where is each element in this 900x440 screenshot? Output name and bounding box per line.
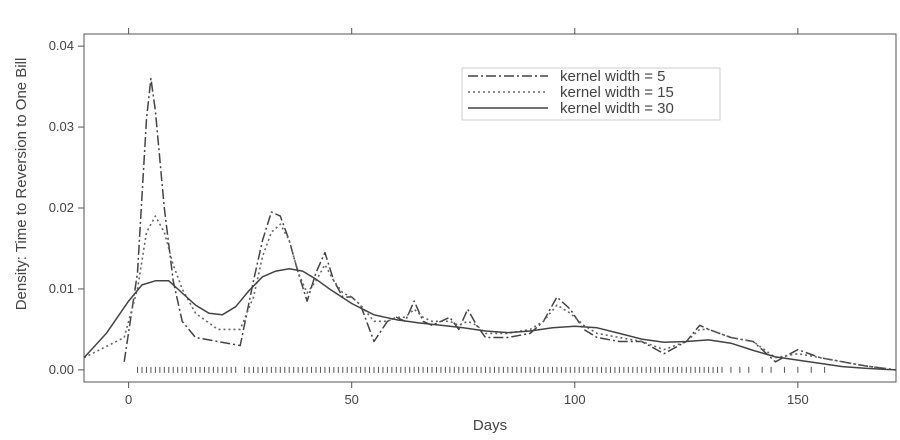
legend-label-kernel-30: kernel width = 30 bbox=[560, 100, 674, 117]
series-line-kernel-width-15 bbox=[83, 215, 897, 371]
x-axis-label: Days bbox=[473, 417, 507, 434]
density-series bbox=[83, 77, 897, 371]
legend-label-kernel-5: kernel width = 5 bbox=[560, 68, 665, 85]
x-tick-label-50: 50 bbox=[344, 392, 358, 407]
x-tick-label-100: 100 bbox=[564, 392, 586, 407]
y-axis-label: Density: Time to Reversion to One Bill bbox=[13, 58, 30, 311]
series-line-kernel-width-30 bbox=[83, 267, 897, 371]
legend: kernel width = 5 kernel width = 15 kerne… bbox=[461, 67, 721, 121]
y-tick-label-0.00: 0.00 bbox=[49, 362, 74, 377]
y-tick-label-0.01: 0.01 bbox=[49, 281, 74, 296]
series-line-kernel-width-5 bbox=[123, 77, 897, 371]
y-tick-label-0.03: 0.03 bbox=[49, 119, 74, 134]
x-tick-label-150: 150 bbox=[787, 392, 809, 407]
y-tick-label-0.04: 0.04 bbox=[49, 38, 74, 53]
legend-label-kernel-15: kernel width = 15 bbox=[560, 84, 674, 101]
y-tick-label-0.02: 0.02 bbox=[49, 200, 74, 215]
axes: 0 50 100 150 0.00 0.01 0.02 0.03 0.04 bbox=[49, 28, 809, 407]
x-tick-label-0: 0 bbox=[125, 392, 132, 407]
rug-marks bbox=[137, 366, 826, 373]
